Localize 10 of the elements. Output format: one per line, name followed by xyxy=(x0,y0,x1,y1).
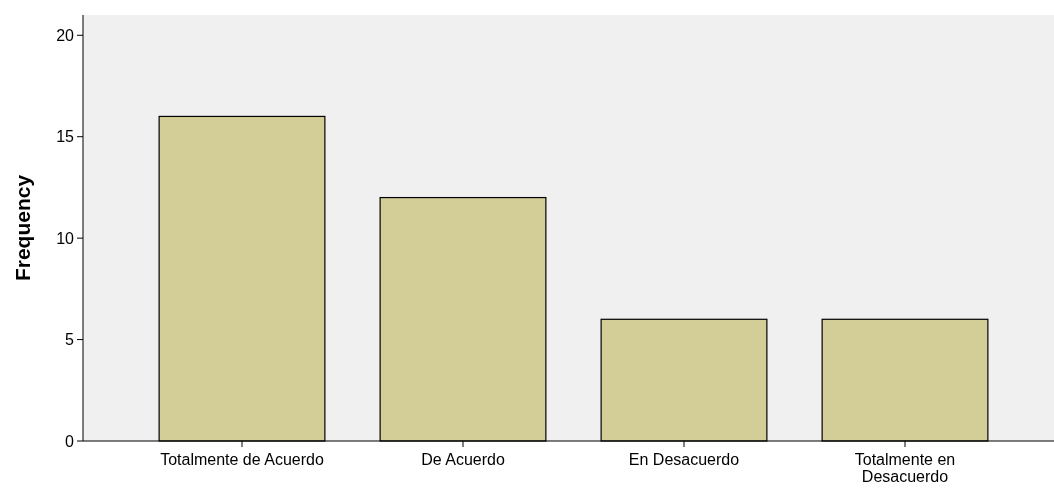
x-tick-label: Totalmente en Desacuerdo xyxy=(854,451,956,485)
x-tick-label: En Desacuerdo xyxy=(628,451,740,468)
y-tick-label: 15 xyxy=(56,128,75,146)
x-tick-label: Totalmente de Acuerdo xyxy=(160,451,324,468)
y-tick-label: 20 xyxy=(56,26,75,44)
y-tick-label: 10 xyxy=(56,229,75,247)
y-axis-title: Frequency xyxy=(11,174,34,282)
y-tick-label: 5 xyxy=(65,331,75,349)
y-tick-label: 0 xyxy=(65,432,75,450)
x-tick-label: De Acuerdo xyxy=(421,451,505,468)
